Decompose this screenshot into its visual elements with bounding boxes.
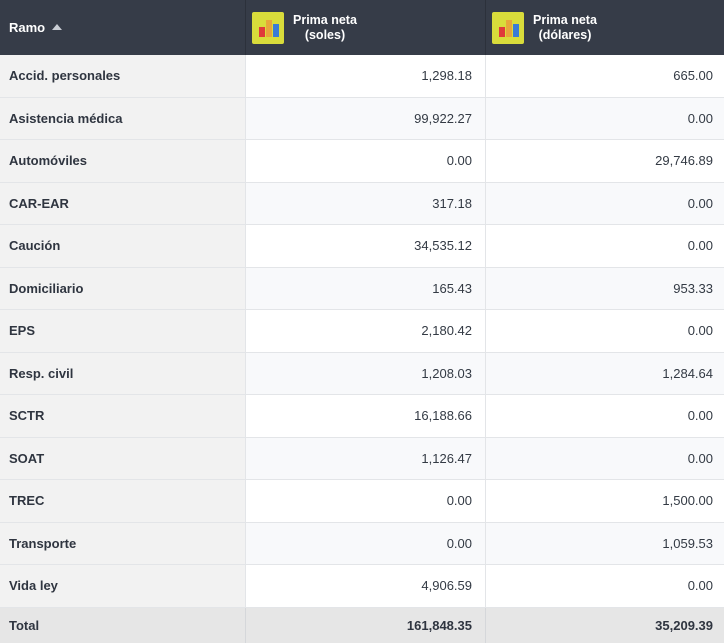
soles-cell: 34,535.12 xyxy=(246,225,486,267)
table-row: CAR-EAR 317.18 0.00 xyxy=(0,182,724,225)
soles-cell: 16,188.66 xyxy=(246,395,486,437)
bar-chart-icon[interactable] xyxy=(252,11,284,44)
table-row: Accid. personales 1,298.18 665.00 xyxy=(0,55,724,98)
ramo-cell: Asistencia médica xyxy=(0,97,246,139)
dolares-cell: 953.33 xyxy=(486,267,724,309)
table-row: Vida ley 4,906.59 0.00 xyxy=(0,565,724,608)
table-row: Transporte 0.00 1,059.53 xyxy=(0,522,724,565)
ramo-cell: Transporte xyxy=(0,522,246,564)
table-row: EPS 2,180.42 0.00 xyxy=(0,310,724,353)
ramo-cell: TREC xyxy=(0,480,246,522)
ramo-cell: Vida ley xyxy=(0,565,246,607)
dolares-cell: 0.00 xyxy=(486,437,724,479)
soles-cell: 165.43 xyxy=(246,267,486,309)
total-dolares-cell: 35,209.39 xyxy=(655,617,713,633)
table-row: SOAT 1,126.47 0.00 xyxy=(0,437,724,480)
dolares-cell: 665.00 xyxy=(673,68,713,84)
ramo-cell: SCTR xyxy=(0,395,246,437)
dolares-cell: 29,746.89 xyxy=(655,153,713,169)
soles-cell: 1,298.18 xyxy=(246,55,486,97)
ramo-cell: SOAT xyxy=(0,437,246,479)
bar-chart-icon[interactable] xyxy=(492,11,524,44)
ramo-cell: Automóviles xyxy=(0,140,246,182)
prima-dolares-column-header[interactable]: Prima neta (dólares) xyxy=(486,0,724,55)
table-row: Domiciliario 165.43 953.33 xyxy=(0,267,724,310)
dolares-cell: 1,500.00 xyxy=(662,493,713,509)
ramo-header-label: Ramo xyxy=(9,20,46,35)
dolares-cell: 0.00 xyxy=(687,238,713,254)
soles-cell: 0.00 xyxy=(246,522,486,564)
dolares-cell: 1,059.53 xyxy=(486,522,724,564)
dolares-cell: 0.00 xyxy=(486,97,724,139)
soles-cell: 4,906.59 xyxy=(246,565,486,607)
prima-dolares-header-label: Prima neta (dólares) xyxy=(533,12,597,42)
soles-cell: 1,208.03 xyxy=(246,352,486,394)
ramo-cell: CAR-EAR xyxy=(0,182,246,224)
ramo-cell: Resp. civil xyxy=(0,352,246,394)
total-label: Total xyxy=(0,607,246,643)
table-row: Caución 34,535.12 0.00 xyxy=(0,225,724,268)
dolares-cell: 0.00 xyxy=(687,323,713,339)
dolares-cell: 0.00 xyxy=(687,408,713,424)
dolares-cell: 1,284.64 xyxy=(486,352,724,394)
table-row: Automóviles 0.00 29,746.89 xyxy=(0,140,724,183)
prima-soles-header-label: Prima neta (soles) xyxy=(293,12,357,42)
total-row: Total 161,848.35 35,209.39 xyxy=(0,607,724,643)
dolares-cell: 0.00 xyxy=(486,182,724,224)
soles-cell: 2,180.42 xyxy=(246,310,486,352)
ramo-cell: Domiciliario xyxy=(0,267,246,309)
ramo-cell: Accid. personales xyxy=(0,55,246,97)
soles-cell: 0.00 xyxy=(246,140,486,182)
ramo-cell: EPS xyxy=(0,310,246,352)
table-header: Ramo Prima neta (soles) Prima neta (dóla… xyxy=(0,0,724,55)
ramo-cell: Caución xyxy=(0,225,246,267)
table-row: TREC 0.00 1,500.00 xyxy=(0,480,724,523)
soles-cell: 0.00 xyxy=(246,480,486,522)
table-row: Asistencia médica 99,922.27 0.00 xyxy=(0,97,724,140)
sort-ascending-icon[interactable] xyxy=(52,23,63,30)
prima-soles-column-header[interactable]: Prima neta (soles) xyxy=(246,0,486,55)
soles-cell: 1,126.47 xyxy=(246,437,486,479)
soles-cell: 99,922.27 xyxy=(246,97,486,139)
soles-cell: 317.18 xyxy=(246,182,486,224)
table-row: Resp. civil 1,208.03 1,284.64 xyxy=(0,352,724,395)
ramo-column-header[interactable]: Ramo xyxy=(0,0,246,55)
total-soles-cell: 161,848.35 xyxy=(246,607,486,643)
table-row: SCTR 16,188.66 0.00 xyxy=(0,395,724,438)
dolares-cell: 0.00 xyxy=(687,578,713,594)
